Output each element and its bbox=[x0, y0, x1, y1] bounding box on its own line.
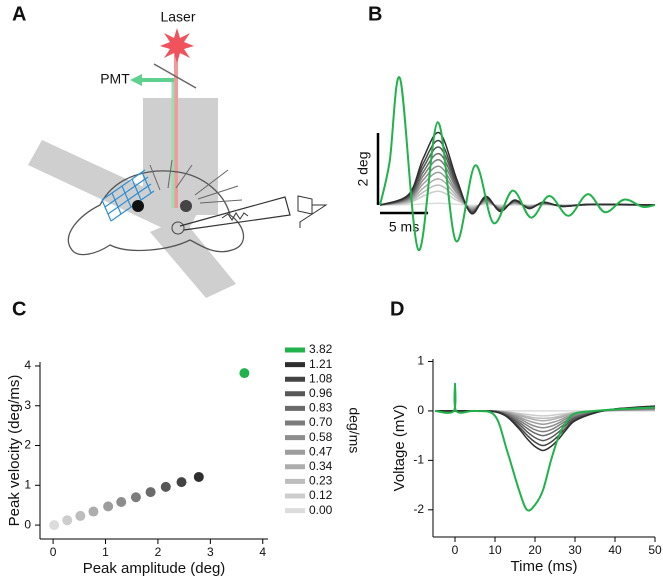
gray-bar bbox=[150, 218, 236, 298]
legend-label: 0.34 bbox=[309, 459, 333, 473]
y-axis-label: Voltage (mV) bbox=[391, 405, 408, 492]
legend-label: 0.23 bbox=[309, 474, 333, 488]
y-axis-label: Peak velocity (deg/ms) bbox=[6, 375, 23, 527]
x-tick-label: 40 bbox=[608, 543, 622, 557]
point bbox=[176, 477, 187, 488]
point bbox=[160, 481, 171, 492]
pmt-label: PMT bbox=[100, 71, 130, 87]
laser-star bbox=[160, 28, 194, 63]
y-tick-label: 3 bbox=[24, 398, 31, 412]
y-tick-label: 0 bbox=[417, 403, 424, 417]
point bbox=[62, 515, 73, 526]
amplifier bbox=[297, 195, 313, 215]
eye bbox=[132, 200, 144, 212]
arrow-head bbox=[130, 74, 142, 86]
x-tick-label: 50 bbox=[648, 543, 662, 557]
legend-title: deg/ms bbox=[346, 407, 362, 453]
y-tick-label: -1 bbox=[413, 453, 424, 467]
laser-label: Laser bbox=[160, 9, 195, 25]
scale-label-x: 5 ms bbox=[389, 219, 419, 235]
point bbox=[75, 510, 86, 521]
amp-lead bbox=[299, 204, 328, 228]
ear bbox=[171, 221, 185, 235]
legend-label: 0.58 bbox=[309, 430, 333, 444]
y-tick-label: 2 bbox=[24, 438, 31, 452]
trace bbox=[434, 382, 656, 512]
blue-grid bbox=[101, 169, 155, 222]
point bbox=[88, 506, 99, 517]
legend-label: 1.08 bbox=[309, 371, 333, 385]
legend-label: 0.96 bbox=[309, 386, 333, 400]
objective bbox=[143, 98, 218, 215]
panel-label: A bbox=[12, 3, 26, 25]
panel-label: C bbox=[12, 298, 26, 320]
x-tick-label: 4 bbox=[259, 545, 266, 559]
legend-label: 3.82 bbox=[309, 342, 333, 356]
point bbox=[103, 501, 114, 512]
y-tick-label: 4 bbox=[24, 358, 31, 372]
legend-label: 0.00 bbox=[309, 503, 333, 517]
x-tick-label: 2 bbox=[155, 545, 162, 559]
legend-label: 1.21 bbox=[309, 357, 333, 371]
y-tick-label: 1 bbox=[417, 354, 424, 368]
scale-label-y: 2 deg bbox=[355, 151, 371, 186]
point bbox=[116, 497, 127, 508]
panel-label: D bbox=[390, 298, 404, 320]
legend-label: 0.70 bbox=[309, 415, 333, 429]
legend-label: 0.12 bbox=[309, 488, 333, 502]
point bbox=[239, 368, 250, 379]
trace bbox=[379, 76, 656, 252]
y-tick-label: -2 bbox=[413, 502, 424, 516]
point bbox=[130, 492, 141, 503]
x-axis-label: Time (ms) bbox=[511, 558, 578, 575]
x-tick-label: 0 bbox=[50, 545, 57, 559]
legend-label: 0.83 bbox=[309, 401, 333, 415]
point bbox=[145, 487, 156, 498]
setup-diagram: A Laser PMT bbox=[12, 3, 328, 298]
x-tick-label: 1 bbox=[102, 545, 109, 559]
panel-label: B bbox=[368, 3, 382, 25]
electrode bbox=[179, 196, 291, 231]
y-tick-label: 1 bbox=[24, 477, 31, 491]
eye bbox=[180, 200, 192, 212]
trace bbox=[379, 131, 656, 215]
x-tick-label: 3 bbox=[207, 545, 214, 559]
legend-label: 0.47 bbox=[309, 444, 333, 458]
point bbox=[193, 471, 204, 482]
x-tick-label: 0 bbox=[452, 543, 459, 557]
whiskers bbox=[149, 159, 243, 204]
wire bbox=[221, 212, 249, 221]
x-tick-label: 10 bbox=[488, 543, 502, 557]
x-tick-label: 20 bbox=[528, 543, 542, 557]
x-tick-label: 30 bbox=[568, 543, 582, 557]
point bbox=[49, 520, 60, 531]
mirror bbox=[153, 63, 197, 89]
x-axis-label: Peak amplitude (deg) bbox=[83, 560, 226, 577]
y-tick-label: 0 bbox=[24, 517, 31, 531]
